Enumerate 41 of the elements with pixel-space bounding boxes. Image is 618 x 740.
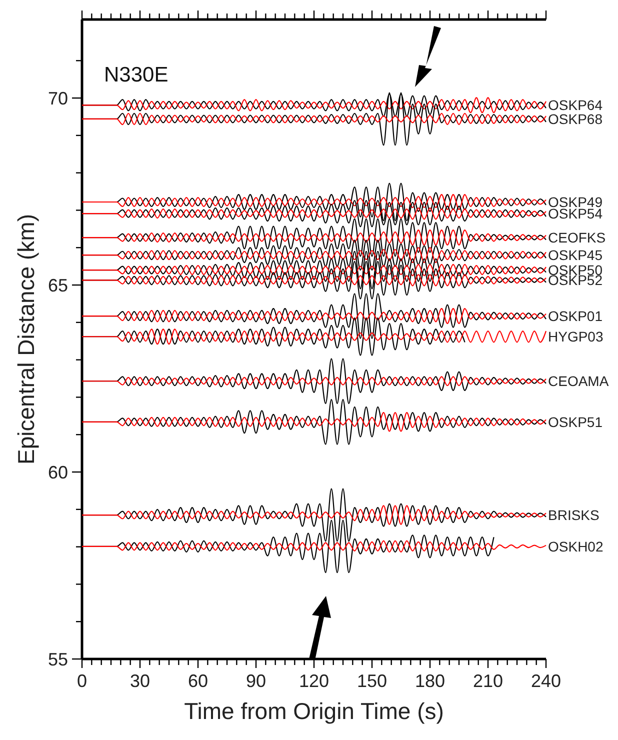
line-series (81, 376, 547, 386)
line-series (81, 328, 547, 345)
line-series (81, 97, 547, 114)
x-tick-label: 60 (188, 671, 208, 691)
line-series (81, 247, 547, 264)
line-series (81, 112, 547, 126)
series-label: OSKH02 (548, 538, 604, 554)
series-label: OSKP45 (548, 247, 603, 264)
series-label: OSKP01 (548, 308, 603, 324)
series-label: CEOFKS (548, 229, 606, 246)
line-series (81, 308, 547, 324)
x-tick-label: 90 (246, 671, 266, 691)
line-series (81, 505, 547, 525)
x-tick-label: 150 (356, 671, 388, 691)
line-series (81, 540, 547, 553)
line-series (81, 264, 547, 276)
x-tick-label: 30 (130, 671, 150, 691)
x-tick-label: 240 (530, 671, 562, 691)
line-series (81, 230, 547, 246)
series-label: HYGP03 (548, 328, 604, 345)
line-series (81, 412, 547, 432)
series-label: CEOAMA (548, 373, 610, 390)
series-label: OSKP49 (548, 194, 603, 210)
x-tick-label: 0 (76, 671, 88, 691)
series-label: BRISKS (548, 506, 600, 523)
series-label: OSKP51 (548, 414, 603, 430)
line-series (81, 274, 547, 286)
series-label: OSKP68 (548, 110, 603, 127)
x-tick-label: 120 (298, 671, 330, 691)
x-tick-label: 180 (414, 671, 446, 691)
x-axis-title: Time from Origin Time (s) (184, 698, 444, 724)
series-label: OSKP64 (548, 97, 603, 114)
y-tick-label: 70 (48, 88, 68, 108)
line-series (81, 207, 547, 220)
line-series (81, 194, 547, 210)
x-tick-label: 210 (472, 671, 504, 691)
annotation: N330E (104, 64, 168, 86)
y-tick-label: 55 (48, 649, 68, 670)
y-tick-label: 65 (48, 275, 68, 296)
y-axis-title: Epicentral Distance (km) (13, 214, 39, 465)
y-tick-label: 60 (48, 462, 68, 482)
